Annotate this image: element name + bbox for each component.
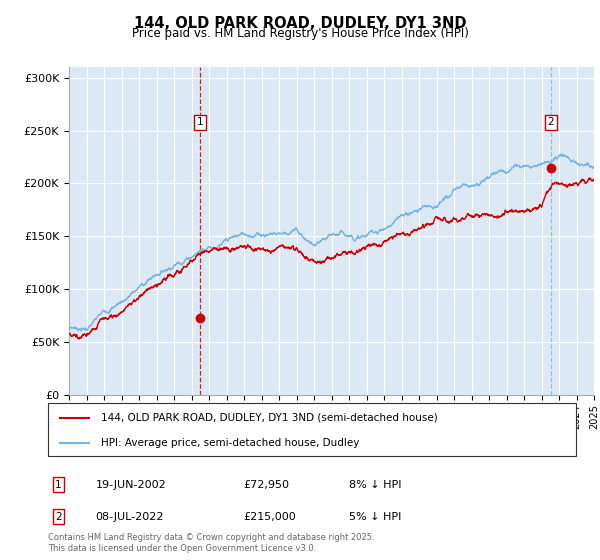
Text: Contains HM Land Registry data © Crown copyright and database right 2025.
This d: Contains HM Land Registry data © Crown c… — [48, 533, 374, 553]
Text: HPI: Average price, semi-detached house, Dudley: HPI: Average price, semi-detached house,… — [101, 438, 359, 448]
Text: 1: 1 — [196, 117, 203, 127]
Text: Price paid vs. HM Land Registry's House Price Index (HPI): Price paid vs. HM Land Registry's House … — [131, 27, 469, 40]
FancyBboxPatch shape — [48, 403, 576, 456]
Text: £72,950: £72,950 — [244, 479, 289, 489]
Text: 2: 2 — [55, 512, 62, 522]
Text: 8% ↓ HPI: 8% ↓ HPI — [349, 479, 401, 489]
Text: 08-JUL-2022: 08-JUL-2022 — [95, 512, 164, 522]
Text: £215,000: £215,000 — [244, 512, 296, 522]
Text: 144, OLD PARK ROAD, DUDLEY, DY1 3ND (semi-detached house): 144, OLD PARK ROAD, DUDLEY, DY1 3ND (sem… — [101, 413, 437, 423]
Text: 2: 2 — [547, 117, 554, 127]
Text: 144, OLD PARK ROAD, DUDLEY, DY1 3ND: 144, OLD PARK ROAD, DUDLEY, DY1 3ND — [134, 16, 466, 31]
Text: 19-JUN-2002: 19-JUN-2002 — [95, 479, 166, 489]
Text: 5% ↓ HPI: 5% ↓ HPI — [349, 512, 401, 522]
Text: 1: 1 — [55, 479, 62, 489]
